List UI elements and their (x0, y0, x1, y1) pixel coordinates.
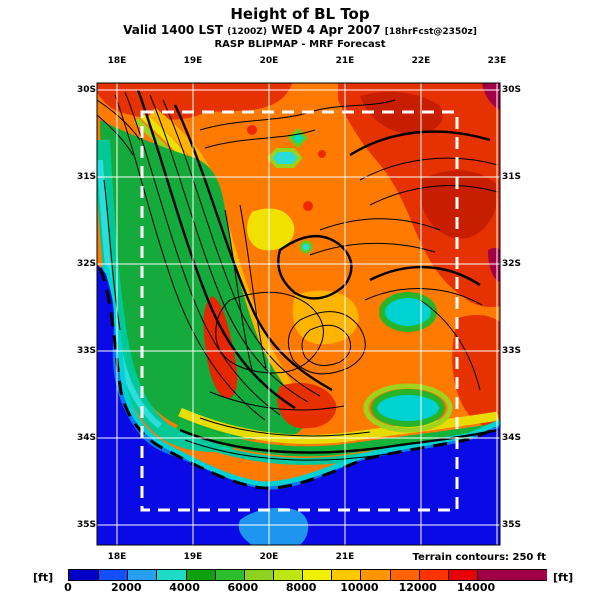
colorbar-tick-label: 4000 (169, 581, 200, 594)
colorbar-segment (156, 570, 187, 580)
map-frame (96, 82, 501, 546)
terrain-contours-note: Terrain contours: 250 ft (412, 552, 546, 563)
colorbar-segment (273, 570, 304, 580)
colorbar-segment (185, 570, 216, 580)
y-axis-label: 32S (502, 259, 522, 269)
colorbar-segment (98, 570, 129, 580)
colorbar-tick-label: 10000 (340, 581, 379, 594)
y-axis-label: 31S (502, 172, 522, 182)
colorbar-segment (69, 570, 99, 580)
colorbar-segment (447, 570, 478, 580)
y-axis-label: 35S (502, 520, 522, 530)
colorbar-segment (360, 570, 391, 580)
y-axis-label: 33S (502, 346, 522, 356)
colorbar-segment (418, 570, 449, 580)
colorbar-segment (214, 570, 245, 580)
y-axis-label: 32S (76, 259, 96, 269)
coastline (98, 267, 499, 490)
colorbar-tick-label: 12000 (398, 581, 437, 594)
y-axis-label: 33S (76, 346, 96, 356)
x-axis-label: 20E (259, 552, 279, 562)
colorbar-overflow-segment (477, 570, 547, 580)
y-axis-label: 34S (76, 433, 96, 443)
colorbar-unit-left: [ft] (33, 571, 54, 584)
x-axis-label: 19E (183, 56, 203, 66)
colorbar-unit-right: [ft] (553, 571, 574, 584)
colorbar-segment (243, 570, 274, 580)
x-axis-label: 21E (335, 56, 355, 66)
colorbar-tick-label: 8000 (285, 581, 317, 594)
valid-time-prefix: Valid 1400 LST (123, 23, 223, 37)
x-axis-label: 20E (259, 56, 279, 66)
terrain-contours (97, 89, 499, 461)
y-axis-label: 34S (502, 433, 522, 443)
y-axis-label: 31S (76, 172, 96, 182)
x-axis-label: 19E (183, 552, 203, 562)
x-axis-label: 18E (107, 56, 127, 66)
y-axis-label: 35S (76, 520, 96, 530)
colorbar-tick-label: 6000 (227, 581, 259, 594)
latlon-grid (97, 83, 500, 545)
model-domain-box (140, 110, 459, 512)
model-line: RASP BLIPMAP - MRF Forecast (214, 39, 386, 50)
colorbar-segment (127, 570, 158, 580)
colorbar-segment (389, 570, 420, 580)
colorbar (68, 569, 547, 581)
valid-time-date: WED 4 Apr 2007 (271, 23, 381, 37)
forecast-cycle: [18hrFcst@2350z] (384, 27, 477, 37)
x-axis-label: 22E (411, 56, 431, 66)
colorbar-tick-label: 0 (64, 581, 72, 594)
x-axis-label: 23E (487, 56, 507, 66)
x-axis-label: 18E (107, 552, 127, 562)
colorbar-segment (302, 570, 333, 580)
y-axis-label: 30S (76, 85, 96, 95)
valid-time-line: Valid 1400 LST (1200Z) WED 4 Apr 2007 [1… (0, 23, 600, 37)
colorbar-segment (331, 570, 362, 580)
colorbar-tick-label: 2000 (110, 581, 142, 594)
colorbar-tick-label: 14000 (456, 581, 496, 594)
y-axis-label: 30S (502, 85, 522, 95)
page-title: Height of BL Top (230, 5, 370, 23)
x-axis-label: 21E (335, 552, 355, 562)
valid-time-zulu: (1200Z) (227, 27, 267, 37)
blipmap-field (97, 83, 500, 545)
